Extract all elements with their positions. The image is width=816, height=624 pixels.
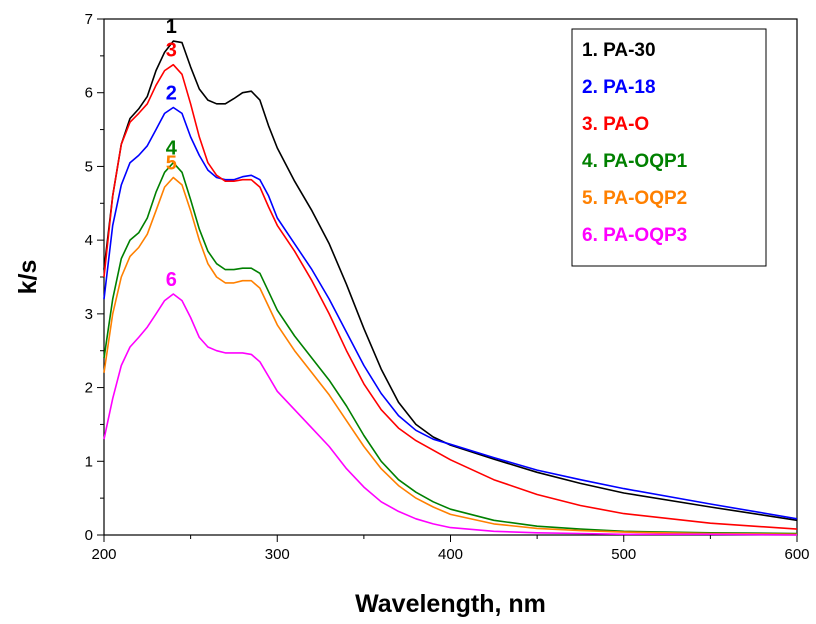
legend-entry-2: 2. PA-18 xyxy=(582,77,656,98)
x-axis-title: Wavelength, nm xyxy=(355,590,546,618)
y-tick-label: 6 xyxy=(85,85,93,102)
series-label-4: 4 xyxy=(166,138,178,160)
legend-box xyxy=(571,28,767,267)
y-tick-label: 4 xyxy=(85,232,93,249)
legend: 1. PA-30 2. PA-18 3. PA-O 4. PA-OQP1 5. PA-O… xyxy=(571,28,767,267)
y-tick-label: 7 xyxy=(85,11,93,28)
series-label-3: 3 xyxy=(166,40,177,62)
y-tick-label: 1 xyxy=(85,453,93,470)
series-labels-layer: 1 2 3 45 6 xyxy=(166,16,178,291)
series-line-4 xyxy=(103,161,798,535)
legend-entry-1: 1. PA-30 xyxy=(582,40,656,61)
x-tick-label: 200 xyxy=(91,546,116,563)
series-line-5 xyxy=(103,176,798,536)
x-tick-label: 500 xyxy=(611,546,636,563)
y-tick-label: 0 xyxy=(85,527,93,544)
series-line-3 xyxy=(103,63,798,530)
y-axis-title: k/s xyxy=(14,260,42,295)
y-tick-label: 5 xyxy=(85,158,93,175)
series-label-1: 1 xyxy=(166,16,177,38)
legend-entry-6: 6. PA-OQP3 xyxy=(582,225,687,246)
y-tick-label: 2 xyxy=(85,380,93,397)
series-line-6 xyxy=(103,293,798,536)
series-layer xyxy=(103,40,798,536)
x-tick-label: 400 xyxy=(438,546,463,563)
series-label-5: 5 xyxy=(166,152,177,174)
x-tick-label: 300 xyxy=(265,546,290,563)
series-label-6: 6 xyxy=(166,269,177,291)
series-label-2: 2 xyxy=(166,82,177,104)
legend-entry-3: 3. PA-O xyxy=(582,114,649,135)
legend-entry-4: 4. PA-OQP1 xyxy=(582,151,688,172)
series-line-2 xyxy=(103,106,798,520)
legend-entry-5: 5. PA-OQP2 xyxy=(582,188,687,209)
x-tick-label: 600 xyxy=(784,546,809,563)
y-tick-label: 3 xyxy=(85,306,93,323)
